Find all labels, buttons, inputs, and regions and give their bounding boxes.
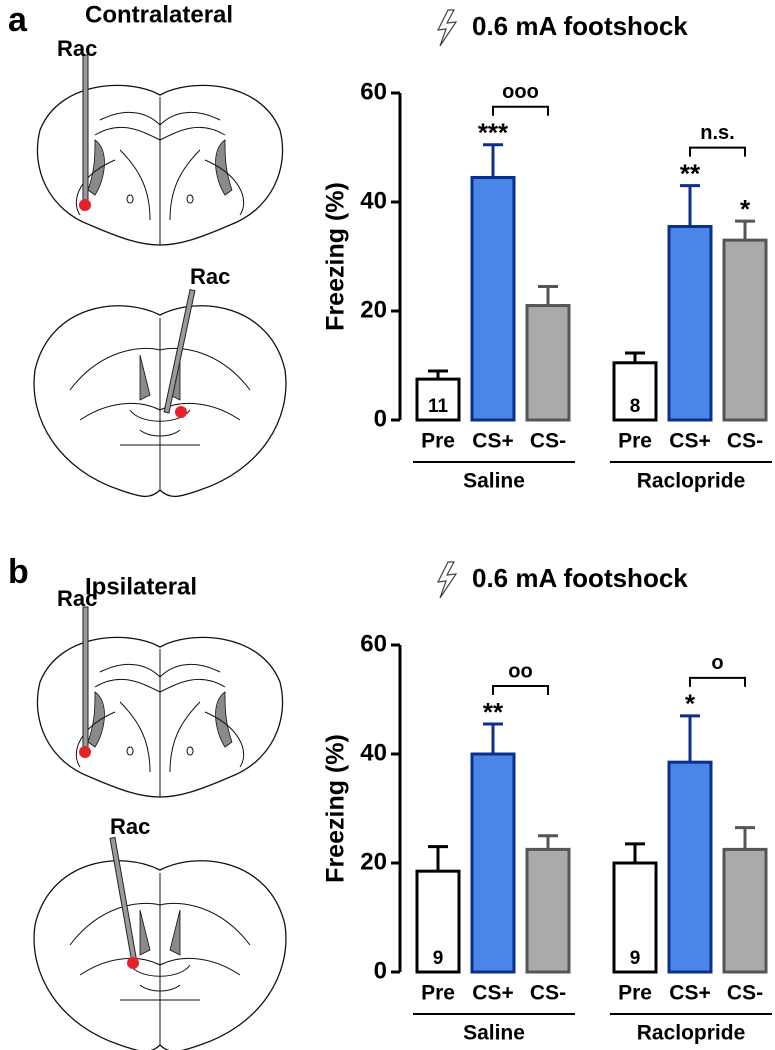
lightning-icon <box>436 561 458 599</box>
y-tick-label: 60 <box>360 630 387 657</box>
panel-label: a <box>8 1 28 39</box>
significance: *** <box>478 118 509 148</box>
group-label: Raclopride <box>637 1022 746 1045</box>
x-tick-label: CS- <box>530 430 566 453</box>
bar <box>667 225 713 422</box>
chart-title: 0.6 mA footshock <box>472 11 688 41</box>
panel-title: Ipsilateral <box>85 573 197 600</box>
brain-diagrams-b <box>33 606 287 1050</box>
n-label: 9 <box>630 948 641 969</box>
y-axis-label: Freezing (%) <box>322 182 350 331</box>
bar <box>525 847 571 974</box>
bar <box>612 361 658 422</box>
panel-title: Contralateral <box>85 1 233 28</box>
n-label: 8 <box>630 396 641 417</box>
injection-site <box>175 406 187 418</box>
n-label: 11 <box>428 396 449 417</box>
brain-diagrams-a <box>33 54 287 498</box>
comparison-label: n.s. <box>700 122 734 144</box>
x-tick-label: Pre <box>421 430 455 453</box>
significance: * <box>740 194 751 224</box>
bar <box>612 861 658 974</box>
y-tick-label: 40 <box>360 739 387 766</box>
comparison-label: o <box>711 652 723 674</box>
comparison-bracket <box>492 685 549 696</box>
probe-label: Rac <box>110 814 150 839</box>
comparison-label: oo <box>508 660 532 682</box>
x-tick-label: Pre <box>421 982 455 1005</box>
x-tick-label: Pre <box>618 982 652 1005</box>
significance: * <box>685 689 696 719</box>
panel-label: b <box>8 553 29 591</box>
bar <box>667 760 713 974</box>
probe <box>82 54 89 206</box>
bar <box>470 752 516 974</box>
x-tick-label: CS- <box>727 430 763 453</box>
y-tick-label: 0 <box>374 957 387 984</box>
y-tick-label: 20 <box>360 848 387 875</box>
bar <box>722 847 768 974</box>
n-label: 9 <box>433 948 444 969</box>
x-tick-label: CS+ <box>472 430 513 453</box>
y-tick-label: 60 <box>360 78 387 105</box>
bar <box>525 304 571 422</box>
chart-title: 0.6 mA footshock <box>472 563 688 593</box>
injection-site <box>127 957 139 969</box>
lightning-icon <box>436 9 458 47</box>
bar <box>470 175 516 422</box>
bar <box>415 377 461 422</box>
group-label: Raclopride <box>637 470 746 493</box>
bar <box>722 238 768 422</box>
probe-label: Rac <box>190 264 230 289</box>
injection-site <box>79 746 91 758</box>
probe-label: Rac <box>57 586 97 611</box>
group-label: Saline <box>463 1022 525 1045</box>
probe <box>82 606 89 753</box>
injection-site <box>79 199 91 211</box>
group-label: Saline <box>463 470 525 493</box>
y-tick-label: 20 <box>360 296 387 323</box>
x-tick-label: CS+ <box>669 982 710 1005</box>
x-tick-label: CS- <box>530 982 566 1005</box>
bar <box>415 869 461 974</box>
comparison-label: ooo <box>502 81 539 103</box>
y-tick-label: 40 <box>360 187 387 214</box>
y-axis-label: Freezing (%) <box>322 734 350 883</box>
x-tick-label: Pre <box>618 430 652 453</box>
x-tick-label: CS+ <box>669 430 710 453</box>
probe <box>163 288 196 414</box>
probe-label: Rac <box>57 36 97 61</box>
significance: ** <box>680 159 701 189</box>
y-tick-label: 0 <box>374 405 387 432</box>
significance: ** <box>483 697 504 727</box>
comparison-bracket <box>689 146 746 157</box>
comparison-bracket <box>689 676 746 687</box>
x-tick-label: CS+ <box>472 982 513 1005</box>
comparison-bracket <box>492 105 549 116</box>
x-tick-label: CS- <box>727 982 763 1005</box>
